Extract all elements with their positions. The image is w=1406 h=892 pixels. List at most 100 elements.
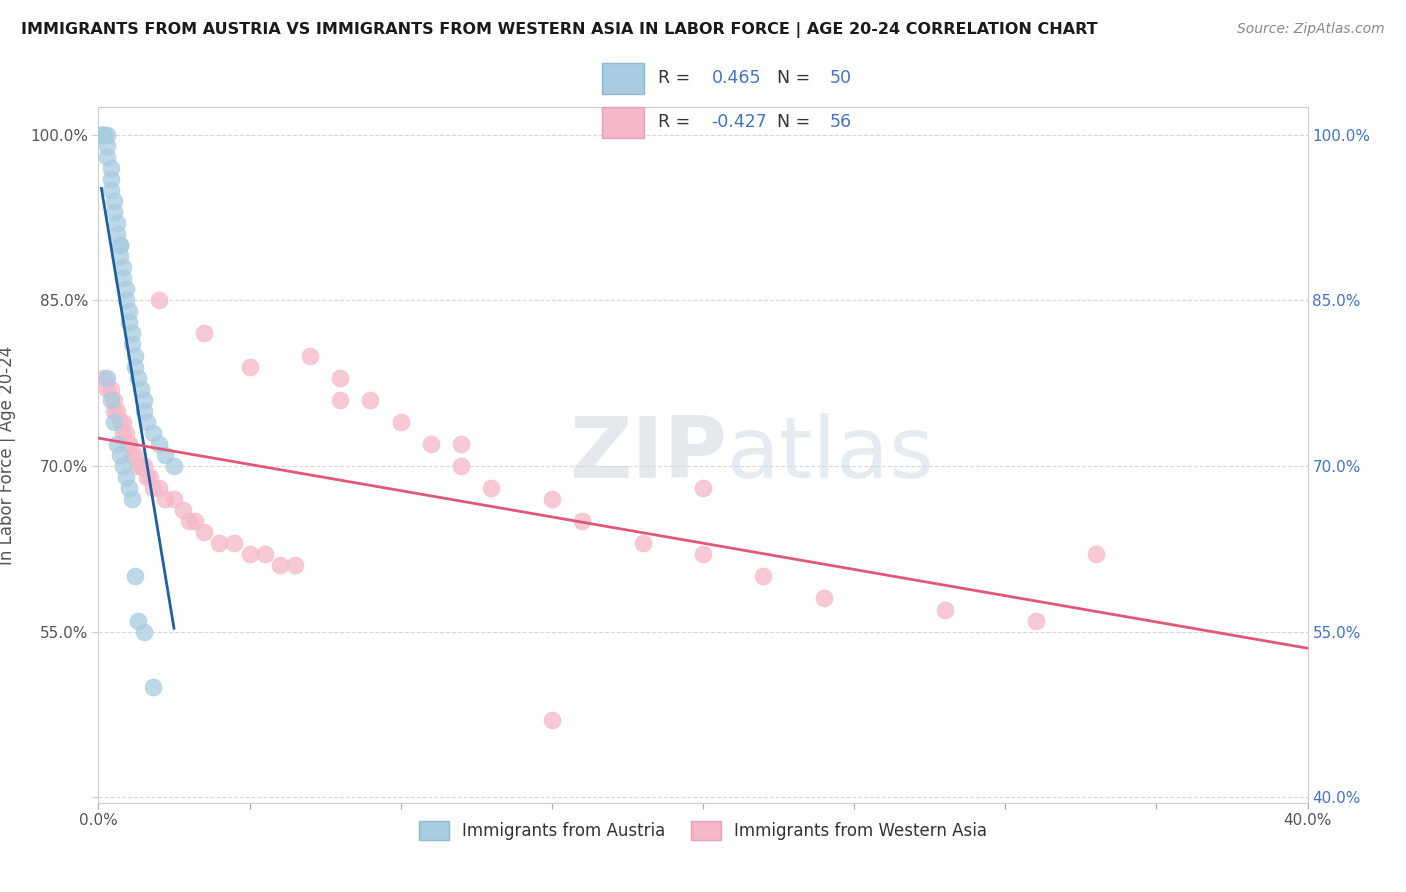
Point — [163, 458, 186, 473]
Point — [752, 569, 775, 583]
Point — [540, 492, 562, 507]
Point — [571, 514, 593, 528]
Point — [208, 536, 231, 550]
Text: 50: 50 — [830, 70, 852, 87]
Point — [129, 458, 152, 473]
Point — [692, 547, 714, 561]
Point — [111, 425, 134, 440]
Point — [111, 260, 134, 275]
Point — [1024, 614, 1046, 628]
Point — [631, 536, 654, 550]
Text: 56: 56 — [830, 113, 852, 131]
Point — [934, 602, 956, 616]
Legend: Immigrants from Austria, Immigrants from Western Asia: Immigrants from Austria, Immigrants from… — [412, 814, 994, 847]
Point — [103, 415, 125, 429]
Point — [108, 238, 131, 252]
Point — [118, 437, 141, 451]
Point — [481, 481, 503, 495]
Point — [114, 470, 136, 484]
Point — [142, 481, 165, 495]
Point — [269, 558, 291, 573]
Point — [108, 415, 131, 429]
Point — [121, 337, 143, 351]
Text: R =: R = — [658, 70, 696, 87]
Point — [105, 437, 128, 451]
Point — [389, 415, 412, 429]
Point — [124, 359, 146, 374]
Point — [96, 150, 118, 164]
Point — [184, 514, 207, 528]
Point — [132, 624, 155, 639]
Point — [124, 349, 146, 363]
Point — [193, 525, 215, 540]
Point — [692, 481, 714, 495]
Point — [111, 271, 134, 285]
Point — [135, 470, 157, 484]
Point — [450, 458, 472, 473]
Point — [132, 458, 155, 473]
Text: R =: R = — [658, 113, 696, 131]
Point — [93, 128, 115, 142]
Point — [1085, 547, 1108, 561]
Point — [96, 138, 118, 153]
Point — [148, 437, 170, 451]
Point — [253, 547, 276, 561]
Point — [114, 293, 136, 308]
Point — [121, 448, 143, 462]
Point — [103, 403, 125, 417]
Point — [124, 448, 146, 462]
Point — [540, 713, 562, 727]
Text: N =: N = — [776, 113, 815, 131]
Point — [148, 481, 170, 495]
Point — [142, 425, 165, 440]
Point — [100, 392, 122, 407]
Point — [179, 514, 201, 528]
Point — [360, 392, 382, 407]
Point — [224, 536, 246, 550]
Point — [299, 349, 322, 363]
Point — [172, 503, 194, 517]
Text: -0.427: -0.427 — [711, 113, 768, 131]
Point — [132, 403, 155, 417]
Text: atlas: atlas — [727, 413, 935, 497]
Point — [142, 680, 165, 694]
Point — [121, 326, 143, 341]
Point — [90, 128, 112, 142]
Point — [813, 591, 835, 606]
Point — [118, 437, 141, 451]
Text: Source: ZipAtlas.com: Source: ZipAtlas.com — [1237, 22, 1385, 37]
Point — [121, 492, 143, 507]
Point — [93, 128, 115, 142]
Point — [108, 249, 131, 263]
Point — [139, 470, 162, 484]
Point — [103, 392, 125, 407]
Point — [193, 326, 215, 341]
Point — [239, 547, 262, 561]
Point — [284, 558, 307, 573]
Point — [103, 194, 125, 208]
Point — [111, 458, 134, 473]
Point — [96, 382, 118, 396]
Point — [114, 282, 136, 296]
Point — [105, 403, 128, 417]
Point — [93, 370, 115, 384]
Point — [103, 205, 125, 219]
Point — [93, 128, 115, 142]
Text: IMMIGRANTS FROM AUSTRIA VS IMMIGRANTS FROM WESTERN ASIA IN LABOR FORCE | AGE 20-: IMMIGRANTS FROM AUSTRIA VS IMMIGRANTS FR… — [21, 22, 1098, 38]
Point — [124, 569, 146, 583]
Point — [153, 448, 176, 462]
Point — [420, 437, 443, 451]
Point — [105, 216, 128, 230]
Point — [90, 128, 112, 142]
Point — [111, 415, 134, 429]
Point — [127, 458, 149, 473]
Text: N =: N = — [776, 70, 815, 87]
Point — [100, 382, 122, 396]
Point — [100, 161, 122, 175]
Y-axis label: In Labor Force | Age 20-24: In Labor Force | Age 20-24 — [0, 345, 15, 565]
Point — [135, 415, 157, 429]
Point — [129, 382, 152, 396]
Point — [96, 128, 118, 142]
Point — [118, 315, 141, 329]
Point — [108, 448, 131, 462]
